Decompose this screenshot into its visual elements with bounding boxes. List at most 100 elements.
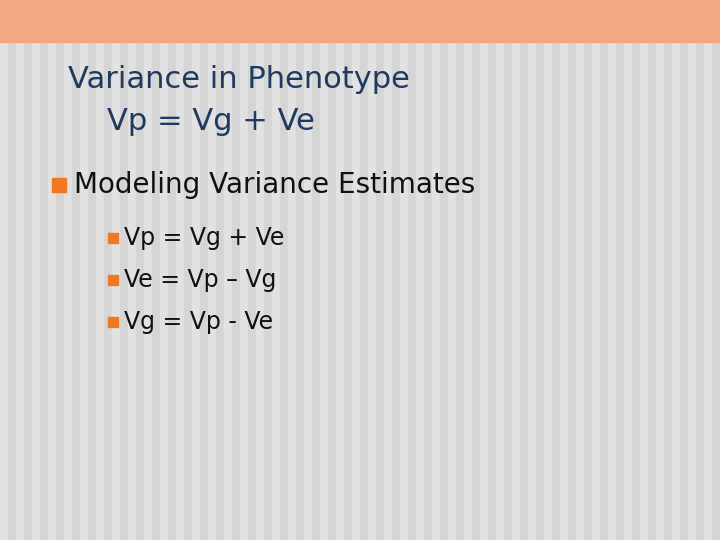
Bar: [16, 0, 24, 540]
Bar: [52, 178, 66, 192]
Bar: [88, 0, 96, 540]
Bar: [72, 0, 80, 540]
Bar: [440, 0, 448, 540]
Bar: [40, 0, 48, 540]
Bar: [248, 0, 256, 540]
Bar: [256, 0, 264, 540]
Bar: [472, 0, 480, 540]
Bar: [264, 0, 272, 540]
Bar: [272, 0, 280, 540]
Bar: [576, 0, 584, 540]
Text: Ve = Vp – Vg: Ve = Vp – Vg: [124, 268, 276, 292]
Bar: [120, 0, 128, 540]
Bar: [24, 0, 32, 540]
Bar: [568, 0, 576, 540]
Bar: [528, 0, 536, 540]
Bar: [504, 0, 512, 540]
Bar: [368, 0, 376, 540]
Bar: [688, 0, 696, 540]
Bar: [328, 0, 336, 540]
Bar: [392, 0, 400, 540]
Bar: [0, 0, 720, 42]
Bar: [696, 0, 704, 540]
Bar: [168, 0, 176, 540]
Bar: [672, 0, 680, 540]
Bar: [56, 0, 64, 540]
Bar: [336, 0, 344, 540]
Bar: [584, 0, 592, 540]
Bar: [616, 0, 624, 540]
Bar: [496, 0, 504, 540]
Bar: [216, 0, 224, 540]
Bar: [144, 0, 152, 540]
Bar: [384, 0, 392, 540]
Bar: [280, 0, 288, 540]
Bar: [108, 275, 118, 285]
Bar: [288, 0, 296, 540]
Bar: [704, 0, 712, 540]
Bar: [680, 0, 688, 540]
Bar: [8, 0, 16, 540]
Bar: [136, 0, 144, 540]
Bar: [64, 0, 72, 540]
Bar: [464, 0, 472, 540]
Bar: [160, 0, 168, 540]
Bar: [512, 0, 520, 540]
Bar: [128, 0, 136, 540]
Text: Modeling Variance Estimates: Modeling Variance Estimates: [74, 171, 475, 199]
Bar: [560, 0, 568, 540]
Bar: [320, 0, 328, 540]
Bar: [600, 0, 608, 540]
Text: Vg = Vp - Ve: Vg = Vp - Ve: [124, 310, 273, 334]
Bar: [648, 0, 656, 540]
Bar: [624, 0, 632, 540]
Bar: [104, 0, 112, 540]
Bar: [448, 0, 456, 540]
Bar: [456, 0, 464, 540]
Bar: [152, 0, 160, 540]
Bar: [656, 0, 664, 540]
Bar: [312, 0, 320, 540]
Bar: [48, 0, 56, 540]
Bar: [232, 0, 240, 540]
Bar: [640, 0, 648, 540]
Bar: [544, 0, 552, 540]
Bar: [712, 0, 720, 540]
Bar: [176, 0, 184, 540]
Bar: [200, 0, 208, 540]
Bar: [416, 0, 424, 540]
Bar: [108, 233, 118, 243]
Bar: [552, 0, 560, 540]
Bar: [96, 0, 104, 540]
Bar: [432, 0, 440, 540]
Text: Variance in Phenotype: Variance in Phenotype: [68, 65, 410, 94]
Bar: [192, 0, 200, 540]
Bar: [240, 0, 248, 540]
Bar: [360, 0, 368, 540]
Bar: [352, 0, 360, 540]
Text: Vp = Vg + Ve: Vp = Vg + Ve: [68, 107, 315, 137]
Bar: [408, 0, 416, 540]
Bar: [344, 0, 352, 540]
Bar: [592, 0, 600, 540]
Bar: [424, 0, 432, 540]
Bar: [664, 0, 672, 540]
Bar: [400, 0, 408, 540]
Bar: [488, 0, 496, 540]
Bar: [80, 0, 88, 540]
Bar: [0, 0, 8, 540]
Bar: [32, 0, 40, 540]
Bar: [536, 0, 544, 540]
Text: Vp = Vg + Ve: Vp = Vg + Ve: [124, 226, 284, 250]
Bar: [112, 0, 120, 540]
Bar: [304, 0, 312, 540]
Bar: [184, 0, 192, 540]
Bar: [480, 0, 488, 540]
Bar: [224, 0, 232, 540]
Bar: [520, 0, 528, 540]
Bar: [608, 0, 616, 540]
Bar: [208, 0, 216, 540]
Bar: [632, 0, 640, 540]
Bar: [376, 0, 384, 540]
Bar: [296, 0, 304, 540]
